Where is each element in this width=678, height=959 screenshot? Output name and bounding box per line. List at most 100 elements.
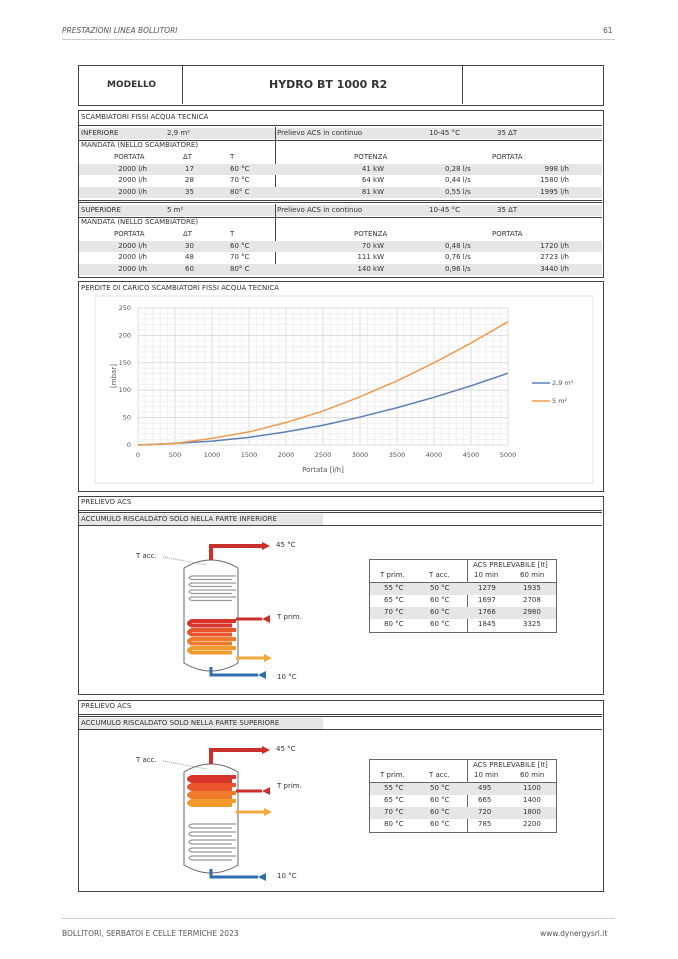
- model-divider: [182, 66, 183, 104]
- idle-coil: [188, 855, 236, 861]
- row-bg: [79, 263, 602, 275]
- footer-right[interactable]: www.dynergysrl.it: [540, 929, 608, 938]
- chart-title: PERDITE DI CARICO SCAMBIATORI FISSI ACQU…: [81, 284, 280, 292]
- hot-water-arrow-icon: [262, 746, 270, 754]
- acs-cell: 3325: [523, 620, 541, 628]
- cell-potenza: 70 kW: [361, 241, 384, 250]
- col-portata: PORTATA: [114, 153, 145, 161]
- row-line: [79, 217, 602, 218]
- cell-ls: 0,48 l/s: [445, 241, 471, 250]
- acs-table-divider: [370, 582, 556, 583]
- acs-cell: 495: [478, 784, 492, 792]
- cell-lh: 998 l/h: [544, 164, 569, 173]
- y-tick-label: 0: [127, 441, 131, 449]
- block-area: 2,9 m²: [167, 129, 190, 137]
- tank-label-bottom: 10 °C: [277, 673, 297, 681]
- header-divider: [62, 39, 615, 40]
- acs-section: PRELIEVO ACS ACCUMULO RISCALDATO SOLO NEL…: [78, 496, 604, 695]
- cell-lh: 1720 l/h: [540, 241, 569, 250]
- cell-t: 60 °C: [230, 241, 250, 250]
- acs-table-divider: [467, 560, 468, 632]
- cell-portata: 2000 l/h: [118, 187, 147, 196]
- acs-cell: 1845: [478, 620, 496, 628]
- heating-coil: [187, 628, 236, 637]
- cell-lh: 3440 l/h: [540, 264, 569, 273]
- acs-table: ACS PRELEVABILE [lt] T prim. T acc. 10 min 6…: [369, 759, 557, 833]
- cell-portata: 2000 l/h: [118, 264, 147, 273]
- acs-cell: 1800: [523, 808, 541, 816]
- cell-potenza: 111 kW: [357, 253, 384, 261]
- acs-divider: [79, 510, 602, 513]
- acs-col-header: 10 min: [474, 771, 499, 779]
- acs-col-header: T prim.: [380, 771, 405, 779]
- acs-row-bg: [370, 607, 556, 619]
- cell-potenza: 64 kW: [361, 176, 384, 184]
- acs-cell: 1400: [523, 796, 541, 804]
- idle-coil: [188, 839, 236, 845]
- acs-table-divider: [467, 760, 468, 832]
- row-bg: [79, 163, 602, 175]
- cell-t: 80° C: [230, 264, 250, 273]
- acs-subtitle: ACCUMULO RISCALDATO SOLO NELLA PARTE INF…: [81, 515, 277, 523]
- idle-coil: [188, 823, 236, 829]
- acs-cell: 2200: [523, 820, 541, 828]
- acs-cell: 60 °C: [430, 796, 450, 804]
- cell-ls: 0,28 l/s: [445, 164, 471, 173]
- acs-cell: 60 °C: [430, 620, 450, 628]
- acs-cell: 1935: [523, 584, 541, 592]
- y-tick-label: 150: [119, 359, 131, 367]
- tank-label-tacc: T acc.: [136, 756, 157, 764]
- legend-label: 2,9 m²: [552, 379, 574, 387]
- heating-coil: [187, 637, 236, 646]
- idle-coil: [188, 582, 236, 588]
- prelievo-label: Prelievo ACS in continuo: [277, 129, 363, 137]
- cell-portata: 2000 l/h: [118, 164, 147, 173]
- section-header: PRESTAZIONI LINEA BOLLITORI: [62, 26, 178, 35]
- cold-water-arrow-icon: [258, 873, 266, 881]
- model-label: MODELLO: [107, 80, 157, 90]
- acs-cell: 55 °C: [384, 584, 404, 592]
- acs-cell: 2980: [523, 608, 541, 616]
- row-bg: [79, 186, 602, 198]
- col-portata-out: PORTATA: [492, 153, 523, 161]
- col-dt: ΔT: [183, 230, 193, 238]
- cell-ls: 0,55 l/s: [445, 187, 471, 196]
- col-t: T: [230, 230, 235, 238]
- acs-cell: 80 °C: [384, 820, 404, 828]
- acs-col-header: T prim.: [380, 571, 405, 579]
- cold-water-arrow-icon: [258, 671, 266, 679]
- tank-label-tprim: T prim.: [277, 782, 302, 790]
- x-axis-label: Portata [l/h]: [302, 466, 344, 474]
- footer-left: BOLLITORI, SERBATOI E CELLE TERMICHE 202…: [62, 929, 239, 938]
- acs-cell: 80 °C: [384, 620, 404, 628]
- row-bg: [79, 240, 602, 252]
- prelievo-label: Prelievo ACS in continuo: [277, 206, 363, 214]
- temp-range: 10-45 °C: [429, 129, 460, 137]
- cell-ls: 0,76 l/s: [445, 253, 471, 261]
- chart-section: PERDITE DI CARICO SCAMBIATORI FISSI ACQU…: [78, 281, 604, 492]
- acs-cell: 50 °C: [430, 784, 450, 792]
- delta-t: 35 ΔT: [497, 206, 518, 214]
- row-line: [79, 125, 602, 126]
- block-name: SUPERIORE: [81, 206, 121, 214]
- cell-ls: 0,44 l/s: [445, 176, 471, 184]
- acs-cell: 60 °C: [430, 608, 450, 616]
- cold-water-pipe: [209, 869, 258, 879]
- col-divider: [275, 127, 276, 198]
- series-line-1: [137, 321, 509, 446]
- acs-cell: 720: [478, 808, 492, 816]
- mandata-label: MANDATA (NELLO SCAMBIATORE): [81, 218, 199, 226]
- x-tick-label: 1500: [241, 451, 258, 459]
- acs-divider: [79, 729, 602, 730]
- x-tick-label: 2500: [315, 451, 332, 459]
- acs-subtitle: ACCUMULO RISCALDATO SOLO NELLA PARTE SUP…: [81, 719, 280, 727]
- heating-coil: [187, 646, 236, 655]
- x-tick-label: 4000: [426, 451, 443, 459]
- acs-cell: 1766: [478, 608, 496, 616]
- acs-cell: 1697: [478, 596, 496, 604]
- acs-cell: 60 °C: [430, 596, 450, 604]
- tacc-pointer: [162, 556, 208, 566]
- chart-frame: [94, 295, 594, 484]
